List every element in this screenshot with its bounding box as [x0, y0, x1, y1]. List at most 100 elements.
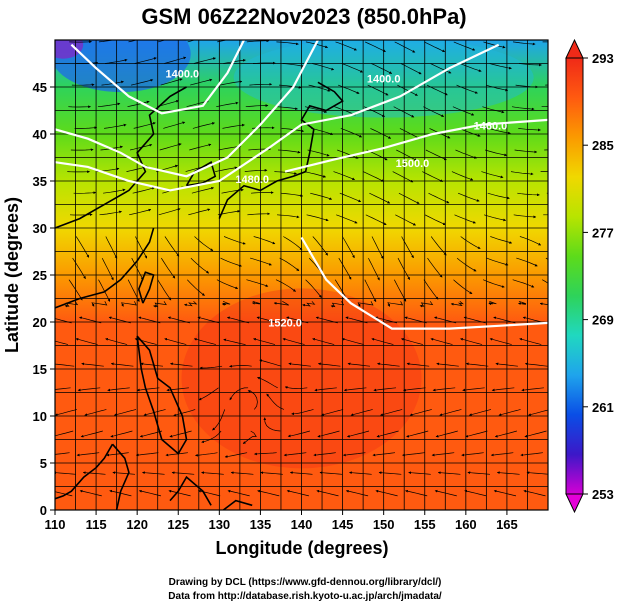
streamline: [465, 430, 488, 438]
streamline: [424, 41, 446, 53]
colorbar-tick-label: 269: [592, 313, 614, 328]
streamline: [286, 316, 309, 324]
streamline: [251, 300, 260, 305]
streamline: [481, 171, 504, 179]
streamline: [282, 63, 306, 68]
coldest-spot-overlay: [55, 40, 84, 59]
y-tick-label: 30: [33, 221, 47, 236]
streamline: [136, 387, 160, 392]
streamline: [330, 301, 345, 308]
streamline: [291, 409, 314, 416]
streamline: [464, 489, 487, 497]
streamline: [190, 257, 210, 274]
streamline: [515, 84, 539, 89]
coastline-segment: [136, 335, 188, 455]
streamline: [342, 236, 355, 259]
streamline: [522, 316, 545, 324]
streamline: [198, 387, 219, 401]
streamline: [400, 63, 422, 75]
streamline: [191, 186, 215, 194]
streamline: [82, 471, 106, 475]
streamline: [315, 316, 338, 324]
streamline: [103, 188, 126, 194]
streamline: [164, 56, 187, 64]
streamline: [201, 471, 224, 475]
streamline: [455, 149, 477, 159]
streamline: [491, 387, 515, 392]
streamline: [463, 316, 486, 324]
streamline: [187, 40, 196, 43]
streamline: [105, 337, 128, 345]
streamline: [430, 337, 453, 345]
streamline: [197, 316, 220, 324]
streamline: [461, 452, 484, 457]
streamline: [132, 186, 155, 194]
streamline: [280, 192, 304, 198]
x-tick-label: 145: [332, 517, 354, 532]
contour-label: 1400.0: [367, 73, 401, 85]
y-axis-title: Latitude (degrees): [2, 197, 22, 353]
streamline: [395, 214, 417, 226]
coastline-segment: [55, 443, 114, 500]
streamline: [253, 337, 276, 345]
streamline: [135, 452, 159, 457]
streamline: [161, 257, 176, 279]
streamline: [460, 337, 483, 345]
streamline: [333, 171, 356, 181]
streamline: [195, 452, 218, 457]
colorbar-top-cap: [565, 38, 584, 59]
height-contour-line: [55, 40, 319, 178]
streamline: [99, 210, 122, 216]
contour-label: 1500.0: [396, 158, 430, 170]
streamline: [317, 362, 341, 367]
colorbar-tick-label: 293: [592, 51, 614, 66]
height-contour-line: [300, 236, 548, 330]
streamline: [246, 40, 270, 43]
streamline: [364, 41, 386, 53]
streamline: [221, 188, 244, 194]
streamline: [345, 489, 369, 497]
streamline: [283, 236, 303, 251]
streamline: [223, 338, 246, 345]
streamline: [289, 471, 313, 475]
streamline: [247, 390, 258, 410]
streamline: [110, 362, 134, 367]
height-contour-line: [70, 40, 245, 115]
streamline: [310, 192, 333, 200]
streamline: [223, 236, 246, 245]
streamline: [276, 41, 299, 46]
streamline: [226, 316, 250, 324]
streamline: [397, 84, 418, 96]
streamline: [314, 387, 337, 392]
cold-core-overlay: [55, 40, 191, 93]
streamline: [193, 337, 216, 345]
streamline: [105, 236, 118, 259]
streamline: [281, 128, 305, 133]
streamline: [244, 168, 268, 172]
y-tick-label: 25: [33, 268, 47, 283]
streamline: [489, 337, 512, 345]
streamline: [130, 143, 153, 151]
streamline: [462, 387, 485, 392]
streamline: [189, 143, 212, 151]
streamline: [336, 214, 358, 224]
streamline: [468, 409, 492, 416]
streamline: [485, 149, 508, 157]
streamline: [456, 257, 477, 272]
streamline: [250, 257, 272, 266]
streamline: [401, 236, 414, 259]
streamline: [279, 257, 300, 271]
streamline: [312, 236, 328, 256]
streamline: [68, 279, 83, 301]
streamline: [79, 316, 102, 324]
streamline: [170, 362, 193, 367]
streamline: [368, 257, 380, 281]
streamline: [372, 452, 396, 457]
streamline: [303, 171, 327, 178]
streamline: [453, 279, 473, 294]
streamline: [215, 166, 238, 172]
streamline: [168, 489, 191, 497]
height-contour-line: [284, 118, 548, 173]
streamline: [406, 430, 429, 438]
